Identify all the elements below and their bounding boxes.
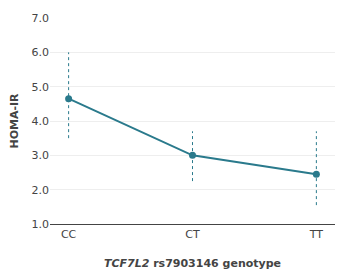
svg-text:2.0: 2.0 bbox=[32, 184, 50, 197]
svg-text:1.0: 1.0 bbox=[32, 218, 50, 231]
svg-text:7.0: 7.0 bbox=[32, 12, 50, 25]
svg-text:5.0: 5.0 bbox=[32, 81, 50, 94]
svg-text:CT: CT bbox=[185, 228, 200, 241]
svg-text:3.0: 3.0 bbox=[32, 149, 50, 162]
svg-text:TT: TT bbox=[309, 228, 324, 241]
svg-text:CC: CC bbox=[61, 228, 77, 241]
svg-text:6.0: 6.0 bbox=[32, 46, 50, 59]
svg-text:HOMA-IR: HOMA-IR bbox=[8, 93, 21, 149]
svg-text:4.0: 4.0 bbox=[32, 115, 50, 128]
svg-text:TCF7L2 rs7903146 genotype: TCF7L2 rs7903146 genotype bbox=[104, 257, 281, 270]
